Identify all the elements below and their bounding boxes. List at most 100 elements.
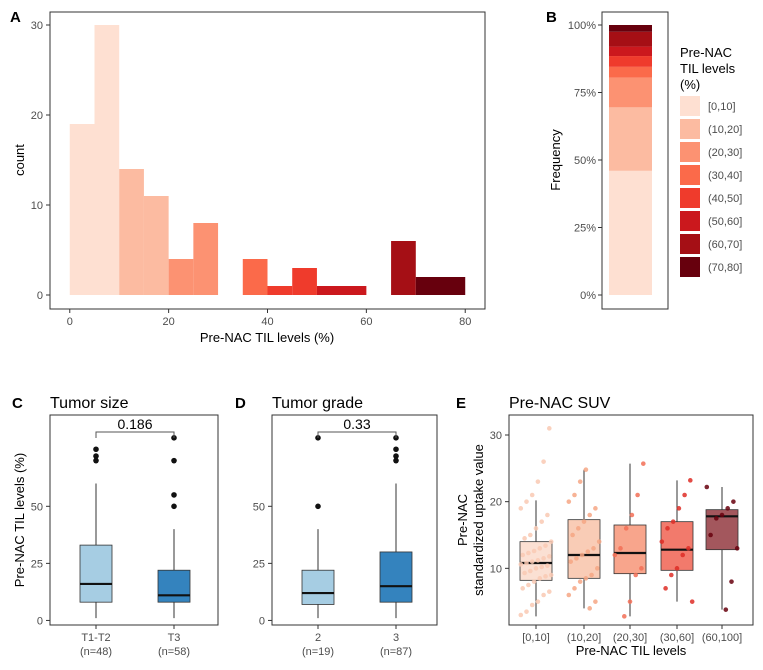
y-tick-label: 25: [253, 558, 265, 570]
histogram-y-axis-title: count: [12, 144, 27, 176]
data-point: [674, 566, 680, 571]
histogram-bar: [242, 259, 268, 295]
data-point: [663, 586, 668, 591]
data-point: [731, 499, 736, 504]
data-point: [574, 556, 579, 561]
histogram-bar: [168, 259, 194, 295]
data-point: [541, 459, 546, 464]
data-point: [682, 492, 687, 498]
data-point: [585, 549, 591, 554]
histogram-bar: [119, 169, 144, 295]
y-tick-label: 10: [31, 200, 43, 212]
y-tick-label: 20: [490, 497, 502, 509]
data-point: [572, 492, 577, 498]
tumor-size-y-axis-title: Pre-NAC TIL levels (%): [12, 453, 27, 587]
y-tick-label: 30: [31, 20, 43, 32]
data-point: [723, 607, 729, 612]
legend-title-line-2: TIL levels: [680, 61, 736, 76]
data-point: [520, 552, 525, 558]
stacked-segment: [609, 56, 652, 67]
suv-frame: [508, 414, 754, 626]
suv-x-axis-title: Pre-NAC TIL levels: [576, 643, 687, 658]
tumor-size-frame: [49, 414, 219, 626]
data-point: [596, 539, 602, 544]
data-point: [524, 609, 529, 614]
x-tick-label: 2: [315, 632, 321, 644]
data-point: [531, 548, 537, 554]
panel-letter-c: C: [12, 395, 23, 412]
data-point: [547, 554, 552, 559]
legend-title-line-1: Pre-NAC: [680, 45, 732, 60]
significance-bracket: [95, 431, 175, 438]
x-tick-label: 20: [163, 316, 175, 328]
legend: Pre-NAC TIL levels (%) [0,10] (10,20] (20,…: [680, 45, 742, 277]
data-point: [591, 546, 596, 551]
data-point: [627, 599, 633, 604]
legend-swatch: [680, 211, 700, 231]
legend-label: (50,60]: [708, 216, 742, 228]
data-point: [688, 478, 693, 483]
data-point: [535, 599, 541, 604]
data-point: [593, 599, 598, 604]
tumor-grade-title: Tumor grade: [272, 395, 363, 412]
data-point: [589, 572, 594, 578]
data-point: [595, 566, 600, 571]
data-point: [529, 492, 535, 498]
data-point: [566, 499, 572, 504]
y-tick-label: 50%: [574, 155, 596, 167]
data-point: [577, 579, 583, 584]
data-point: [533, 526, 539, 531]
y-tick-label: 100%: [568, 20, 596, 32]
outlier-point: [93, 446, 99, 453]
group-n-label: (n=48): [80, 646, 112, 658]
y-tick-label: 25: [31, 558, 43, 570]
histogram-x-axis-title: Pre-NAC TIL levels (%): [200, 330, 334, 345]
legend-title-line-3: (%): [680, 77, 700, 92]
panel-letter-b: B: [546, 9, 557, 26]
suv-y-axis-title-line-2: standardized uptake value: [471, 444, 486, 596]
data-point: [576, 526, 581, 531]
outlier-point: [393, 457, 399, 464]
stacked-bar-panel: 0% 25% 50% 75% 100% Frequency Pre-NAC TIL le…: [548, 11, 742, 310]
data-point: [531, 579, 537, 584]
tumor-size-title: Tumor size: [50, 395, 129, 412]
x-tick-label: (20,30]: [613, 632, 647, 644]
y-tick-label: 20: [31, 110, 43, 122]
data-point: [528, 568, 533, 574]
data-point: [641, 461, 646, 466]
data-point: [543, 574, 548, 579]
y-tick-label: 0%: [580, 290, 596, 302]
stacked-segment: [609, 25, 652, 32]
outlier-point: [393, 453, 399, 459]
group-n-label: (n=87): [380, 646, 412, 658]
group-n-label: (n=58): [158, 646, 190, 658]
data-point: [526, 550, 531, 556]
data-point: [583, 576, 589, 581]
legend-swatch: [680, 234, 700, 254]
histogram-bar: [415, 277, 466, 295]
legend-label: (60,70]: [708, 239, 742, 251]
legend-label: (40,50]: [708, 193, 742, 205]
data-point: [612, 552, 618, 558]
data-point: [670, 519, 676, 524]
data-point: [526, 582, 531, 588]
outlier-point: [393, 446, 399, 453]
stacked-bar-y-axis-title: Frequency: [548, 129, 563, 191]
histogram-bar: [193, 223, 219, 295]
legend-label: [0,10]: [708, 101, 736, 113]
panel-letter-e: E: [456, 395, 466, 412]
data-point: [570, 532, 575, 538]
outlier-point: [93, 453, 99, 459]
data-point: [533, 566, 539, 571]
data-point: [587, 606, 592, 611]
x-tick-label: 40: [261, 316, 273, 328]
outlier-point: [171, 492, 177, 498]
data-point: [577, 479, 583, 484]
x-tick-label: [0,10]: [522, 632, 550, 644]
data-point: [539, 564, 544, 570]
data-point: [535, 558, 541, 563]
box: [379, 551, 413, 603]
data-point: [659, 539, 665, 544]
data-point: [669, 572, 674, 578]
data-point: [547, 589, 552, 594]
